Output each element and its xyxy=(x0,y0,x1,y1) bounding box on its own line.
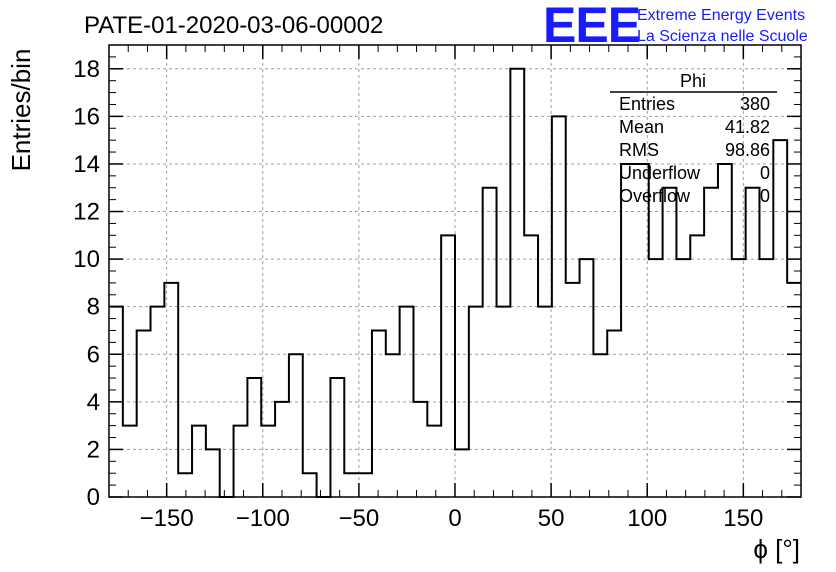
histogram-bin xyxy=(649,259,663,497)
x-tick-label: 100 xyxy=(627,505,667,532)
histogram-bin xyxy=(635,164,649,497)
histogram-bin xyxy=(704,188,718,497)
axis-ticks xyxy=(108,44,802,498)
histogram-bin xyxy=(178,473,192,497)
histogram-bin xyxy=(372,330,386,497)
x-tick-label: 150 xyxy=(723,505,763,532)
stats-box: Phi Entries 380 Mean 41.82 RMS 98.86 Und… xyxy=(610,71,777,206)
y-tick-label: 16 xyxy=(73,103,100,130)
histogram-bin xyxy=(524,235,538,497)
y-tick-label: 2 xyxy=(87,436,100,463)
stats-rms-label: RMS xyxy=(619,140,659,160)
stats-underflow-label: Underflow xyxy=(619,163,701,183)
histogram-bin xyxy=(773,140,787,497)
x-tick-label: −150 xyxy=(140,505,194,532)
y-tick-label: 18 xyxy=(73,56,100,83)
histogram-bin xyxy=(746,188,760,497)
y-tick-label: 12 xyxy=(73,199,100,226)
stats-underflow-value: 0 xyxy=(760,163,770,183)
histogram-bin xyxy=(247,378,261,497)
histogram-bin xyxy=(566,283,580,497)
histogram-bin xyxy=(732,259,746,497)
histogram-bin xyxy=(151,307,165,497)
histogram-bin xyxy=(552,116,566,497)
histogram-bin xyxy=(275,402,289,497)
histogram-bin xyxy=(234,426,248,497)
logo-line-1: Extreme Energy Events xyxy=(637,7,805,24)
y-tick-label: 0 xyxy=(87,484,100,511)
x-tick-label: 0 xyxy=(448,505,461,532)
histogram-bin xyxy=(538,307,552,497)
stats-mean-value: 41.82 xyxy=(725,117,770,137)
stats-overflow-value: 0 xyxy=(760,186,770,206)
histogram-bin xyxy=(123,426,137,497)
histogram-bin xyxy=(663,188,677,497)
y-tick-label: 8 xyxy=(87,294,100,321)
histogram-bin xyxy=(344,473,358,497)
y-tick-labels: 0 2 4 6 8 10 12 14 16 18 xyxy=(73,56,100,511)
y-tick-label: 6 xyxy=(87,341,100,368)
histogram-bin xyxy=(400,307,414,497)
histogram-bin xyxy=(621,164,635,497)
histogram-bin xyxy=(206,449,220,497)
logo-line-2: La Scienza nelle Scuole xyxy=(637,28,808,45)
stats-rms-value: 98.86 xyxy=(725,140,770,160)
stats-mean-label: Mean xyxy=(619,117,664,137)
histogram-bin xyxy=(358,473,372,497)
histogram-bin xyxy=(510,69,524,497)
stats-entries-label: Entries xyxy=(619,94,675,114)
histogram-bin xyxy=(289,354,303,497)
histogram-bin xyxy=(469,307,483,497)
stats-entries-value: 380 xyxy=(740,94,770,114)
histogram-bin xyxy=(676,259,690,497)
histogram-bin xyxy=(427,426,441,497)
histogram-bin xyxy=(580,259,594,497)
chart-title: PATE-01-2020-03-06-00002 xyxy=(84,12,383,39)
stats-title: Phi xyxy=(680,71,706,91)
histogram-bin xyxy=(330,378,344,497)
histogram-bin xyxy=(690,235,704,497)
histogram-bin xyxy=(386,354,400,497)
histogram-bin xyxy=(455,449,469,497)
histogram-bin xyxy=(718,164,732,497)
histogram-bin xyxy=(497,307,511,497)
histogram-bin xyxy=(607,330,621,497)
histogram-bin xyxy=(137,330,151,497)
histogram-bin xyxy=(441,235,455,497)
logo-mark: EEE xyxy=(543,0,640,53)
histogram-bin xyxy=(303,473,317,497)
x-tick-labels: −150 −100 −50 0 50 100 150 xyxy=(140,505,764,532)
histogram-bin xyxy=(593,354,607,497)
histogram-bin xyxy=(192,426,206,497)
histogram-bin xyxy=(759,259,773,497)
y-axis-label: Entries/bin xyxy=(6,49,36,172)
y-tick-label: 4 xyxy=(87,389,100,416)
x-tick-label: −50 xyxy=(339,505,380,532)
y-tick-label: 10 xyxy=(73,246,100,273)
stats-overflow-label: Overflow xyxy=(619,186,691,206)
x-tick-label: −100 xyxy=(236,505,290,532)
x-tick-label: 50 xyxy=(538,505,565,532)
y-tick-label: 14 xyxy=(73,151,100,178)
x-axis-label: ϕ [°] xyxy=(753,534,800,564)
histogram-bin xyxy=(483,188,497,497)
eee-logo: EEE Extreme Energy Events La Scienza nel… xyxy=(543,0,808,53)
histogram-bars xyxy=(109,67,801,498)
histogram-bin xyxy=(164,283,178,497)
histogram-bin xyxy=(413,402,427,497)
